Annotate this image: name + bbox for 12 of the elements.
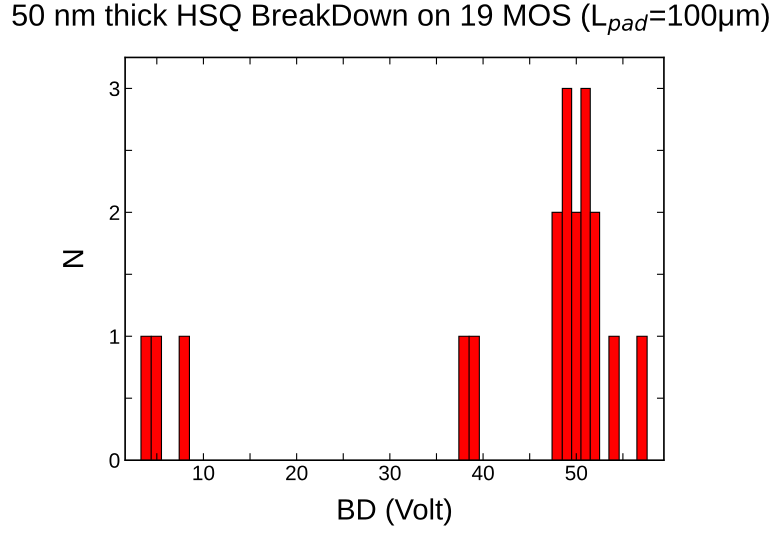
y-tick-label: 2 xyxy=(110,205,120,220)
x-tick-label: 30 xyxy=(379,466,401,480)
x-tick-label: 40 xyxy=(472,466,494,480)
y-tick-label: 3 xyxy=(109,81,120,96)
y-tick-label: 1 xyxy=(110,329,120,344)
y-tick-label: 0 xyxy=(109,453,120,468)
chart-title: 50 nm thick HSQ BreakDown on 19 MOS (L$_{pad}$=100μm) xyxy=(12,3,769,36)
x-tick-label: 20 xyxy=(286,466,308,480)
y-axis-title: N xyxy=(63,250,84,267)
x-tick-label: 10 xyxy=(193,466,214,480)
x-axis-title: BD (Volt) xyxy=(338,498,452,526)
x-tick-label: 50 xyxy=(566,466,588,480)
